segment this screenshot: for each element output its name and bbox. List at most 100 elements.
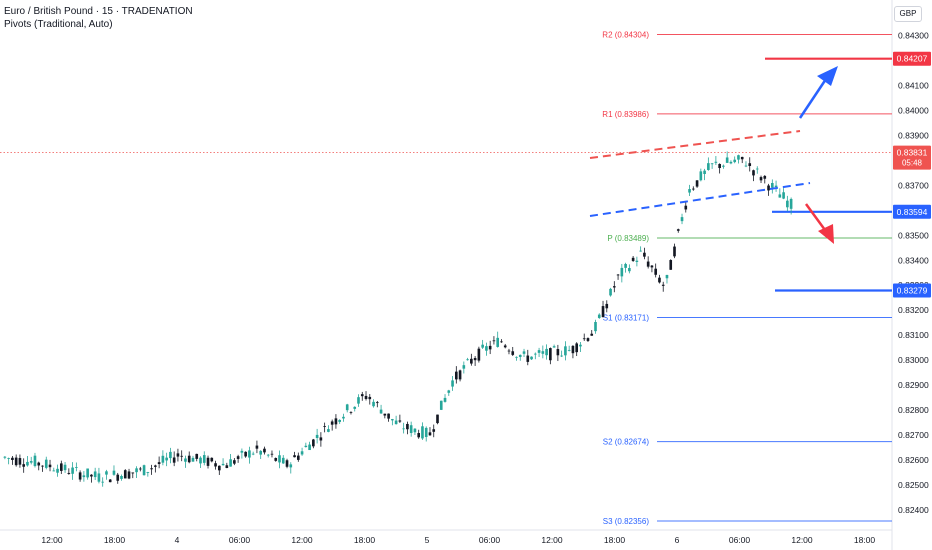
x-tick-label: 06:00 — [729, 535, 751, 545]
candle-body — [300, 451, 304, 455]
candle-body — [161, 455, 165, 463]
candle-body — [496, 337, 500, 347]
candle-body — [360, 394, 364, 397]
candle-body — [488, 345, 492, 350]
candle-body — [665, 274, 669, 279]
candle-body — [511, 351, 515, 355]
candle-body — [579, 344, 582, 347]
x-tick-label: 18:00 — [604, 535, 626, 545]
candle-body — [421, 426, 424, 439]
candle-body — [597, 314, 601, 318]
candle-body — [383, 413, 387, 416]
candle-body — [729, 161, 733, 164]
indicator-label[interactable]: Pivots (Traditional, Auto) — [4, 19, 113, 30]
candle-body — [654, 268, 658, 275]
candle-body — [601, 306, 605, 318]
candle-body — [357, 397, 360, 404]
candle-body — [323, 426, 326, 427]
candle-body — [33, 455, 37, 467]
candle-body — [417, 433, 421, 438]
candle-body — [620, 267, 624, 277]
candle-body — [481, 344, 484, 348]
candle-body — [123, 470, 127, 479]
candle-body — [402, 428, 405, 430]
candle-body — [338, 419, 342, 422]
candle-body — [695, 180, 699, 187]
candle-body — [248, 450, 251, 458]
candle-body — [733, 159, 737, 163]
candle-body — [319, 437, 323, 441]
candle-body — [281, 457, 285, 464]
last-price-tag-bg — [893, 145, 931, 170]
x-tick-label: 18:00 — [104, 535, 126, 545]
candle-body — [26, 461, 29, 466]
candle-body — [703, 170, 706, 174]
pivot-label-s3: S3 (0.82356) — [603, 517, 650, 526]
candle-body — [582, 338, 586, 340]
candle-body — [169, 451, 172, 459]
candle-body — [101, 481, 105, 483]
candle-body — [778, 194, 782, 198]
candle-body — [673, 246, 676, 257]
candle-body — [308, 444, 311, 451]
candle-body — [748, 163, 752, 166]
x-tick-label: 18:00 — [854, 535, 876, 545]
candle-body — [609, 288, 612, 296]
candle-body — [628, 268, 631, 272]
currency-badge[interactable]: GBP — [894, 6, 922, 22]
candle-body — [492, 340, 496, 342]
x-tick-label: 12:00 — [791, 535, 813, 545]
candle-body — [782, 192, 785, 199]
pivot-label-p: P (0.83489) — [607, 234, 649, 243]
candle-body — [82, 475, 86, 478]
candle-body — [755, 168, 759, 170]
x-tick-label: 6 — [675, 535, 680, 545]
candle-body — [206, 457, 210, 466]
candle-body — [413, 428, 417, 433]
price-tag-bg — [893, 283, 931, 298]
candle-body — [605, 303, 609, 309]
candle-body — [131, 472, 135, 474]
candle-body — [586, 338, 590, 341]
candle-body — [616, 274, 620, 276]
candle-body — [345, 404, 349, 411]
x-tick-label: 12:00 — [541, 535, 563, 545]
candle-body — [718, 163, 721, 169]
candle-body — [485, 346, 488, 351]
x-tick-label: 06:00 — [229, 535, 251, 545]
candle-body — [165, 457, 168, 461]
candle-body — [225, 465, 229, 469]
candle-body — [571, 345, 575, 354]
candle-body — [740, 156, 744, 160]
last-price-value: 0.83831 — [897, 148, 928, 158]
y-tick-label: 0.82900 — [898, 380, 929, 390]
y-tick-label: 0.83000 — [898, 355, 929, 365]
candle-body — [680, 217, 684, 222]
candle-body — [210, 457, 214, 462]
candle-body — [41, 465, 44, 467]
candle-body — [263, 448, 266, 453]
candle-body — [451, 380, 454, 387]
candle-body — [650, 265, 654, 268]
candle-body — [372, 401, 375, 407]
candle-body — [240, 450, 244, 453]
y-tick-label: 0.82700 — [898, 430, 929, 440]
candle-body — [327, 429, 330, 432]
candle-body — [533, 353, 537, 355]
candle-body — [545, 348, 548, 356]
candle-body — [691, 188, 695, 190]
candle-body — [274, 458, 278, 461]
candle-body — [432, 429, 436, 432]
y-tick-label: 0.82600 — [898, 455, 929, 465]
candle-body — [214, 463, 217, 467]
candle-body — [409, 425, 413, 433]
candle-body — [737, 155, 740, 160]
candle-body — [202, 455, 206, 463]
candle-body — [138, 468, 142, 470]
candle-body — [14, 457, 18, 466]
last-price-countdown: 05:48 — [902, 159, 923, 168]
candle-body — [447, 390, 451, 393]
x-tick-label: 5 — [425, 535, 430, 545]
candle-body — [142, 465, 146, 476]
